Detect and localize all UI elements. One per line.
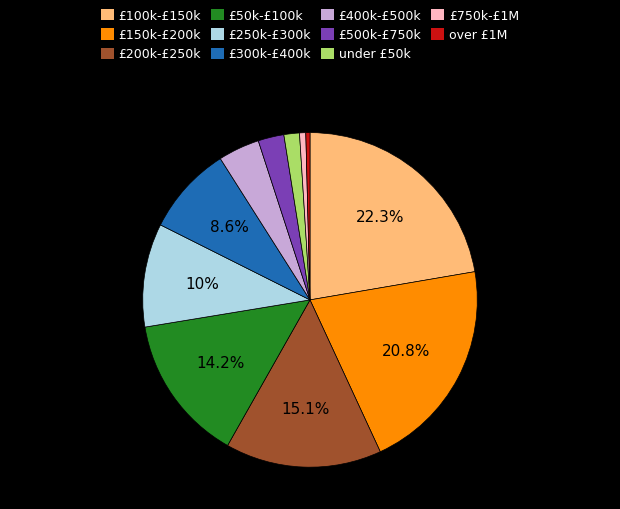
Wedge shape <box>220 142 310 300</box>
Wedge shape <box>259 135 310 300</box>
Wedge shape <box>310 272 477 452</box>
Wedge shape <box>299 133 310 300</box>
Wedge shape <box>228 300 380 467</box>
Wedge shape <box>306 133 310 300</box>
Text: 14.2%: 14.2% <box>197 355 245 370</box>
Text: 15.1%: 15.1% <box>281 401 330 416</box>
Wedge shape <box>284 134 310 300</box>
Text: 22.3%: 22.3% <box>356 210 404 225</box>
Wedge shape <box>145 300 310 445</box>
Legend: £100k-£150k, £150k-£200k, £200k-£250k, £50k-£100k, £250k-£300k, £300k-£400k, £40: £100k-£150k, £150k-£200k, £200k-£250k, £… <box>97 6 523 65</box>
Text: 10%: 10% <box>185 276 219 292</box>
Text: 20.8%: 20.8% <box>382 343 430 358</box>
Wedge shape <box>143 225 310 327</box>
Wedge shape <box>310 133 475 300</box>
Wedge shape <box>161 159 310 300</box>
Text: 8.6%: 8.6% <box>210 220 249 235</box>
